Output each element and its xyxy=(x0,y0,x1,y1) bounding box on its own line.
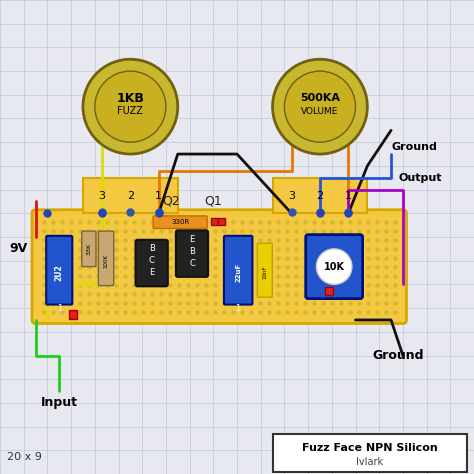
Text: B: B xyxy=(149,245,155,253)
Bar xyxy=(218,218,225,225)
Text: 3: 3 xyxy=(99,191,105,201)
Text: 9V: 9V xyxy=(9,242,28,255)
FancyBboxPatch shape xyxy=(136,240,168,286)
Text: Output: Output xyxy=(398,173,442,183)
Text: 1: 1 xyxy=(155,191,162,201)
Text: 500KA: 500KA xyxy=(300,93,340,103)
Text: 100K: 100K xyxy=(103,254,109,268)
Text: Ground: Ground xyxy=(391,142,437,152)
Text: Q1: Q1 xyxy=(204,195,222,208)
Text: Q2: Q2 xyxy=(162,195,180,208)
Text: Input: Input xyxy=(41,396,78,410)
Text: Ground: Ground xyxy=(373,349,424,362)
FancyBboxPatch shape xyxy=(32,210,407,323)
Text: 2: 2 xyxy=(127,191,134,201)
FancyBboxPatch shape xyxy=(257,243,273,297)
Bar xyxy=(325,287,333,295)
Text: B: B xyxy=(189,247,195,255)
Text: 10K: 10K xyxy=(324,262,345,272)
FancyBboxPatch shape xyxy=(176,230,208,277)
Bar xyxy=(83,178,178,213)
Text: C: C xyxy=(149,256,155,265)
Text: 22uF: 22uF xyxy=(235,263,241,282)
Text: IvIark: IvIark xyxy=(356,457,383,467)
Text: VOLUME: VOLUME xyxy=(301,107,338,116)
Text: 10nF: 10nF xyxy=(262,266,267,279)
Circle shape xyxy=(83,59,178,154)
Text: 1: 1 xyxy=(236,304,241,312)
FancyBboxPatch shape xyxy=(153,216,207,228)
Text: E: E xyxy=(149,268,155,277)
Text: 33K: 33K xyxy=(86,243,91,255)
FancyBboxPatch shape xyxy=(306,235,363,299)
Circle shape xyxy=(95,71,166,142)
FancyBboxPatch shape xyxy=(224,236,252,304)
Text: C: C xyxy=(189,259,195,267)
Text: 330R: 330R xyxy=(171,219,189,225)
FancyBboxPatch shape xyxy=(82,231,96,266)
FancyBboxPatch shape xyxy=(46,236,72,304)
Circle shape xyxy=(284,71,356,142)
FancyBboxPatch shape xyxy=(273,434,467,472)
FancyBboxPatch shape xyxy=(99,231,114,285)
Text: 20 x 9: 20 x 9 xyxy=(7,452,42,463)
Text: E: E xyxy=(189,235,195,244)
Text: 2: 2 xyxy=(316,191,324,201)
Text: 2U2: 2U2 xyxy=(55,264,64,281)
Bar xyxy=(211,218,218,225)
Text: 1: 1 xyxy=(56,304,62,312)
Bar xyxy=(69,310,77,319)
Text: FUZZ: FUZZ xyxy=(118,106,143,117)
Circle shape xyxy=(316,249,352,284)
Circle shape xyxy=(273,59,367,154)
Text: 1: 1 xyxy=(345,191,352,201)
Text: 3: 3 xyxy=(288,191,295,201)
Text: Fuzz Face NPN Silicon: Fuzz Face NPN Silicon xyxy=(302,443,438,453)
Text: 1KB: 1KB xyxy=(117,92,144,105)
Bar xyxy=(273,178,367,213)
